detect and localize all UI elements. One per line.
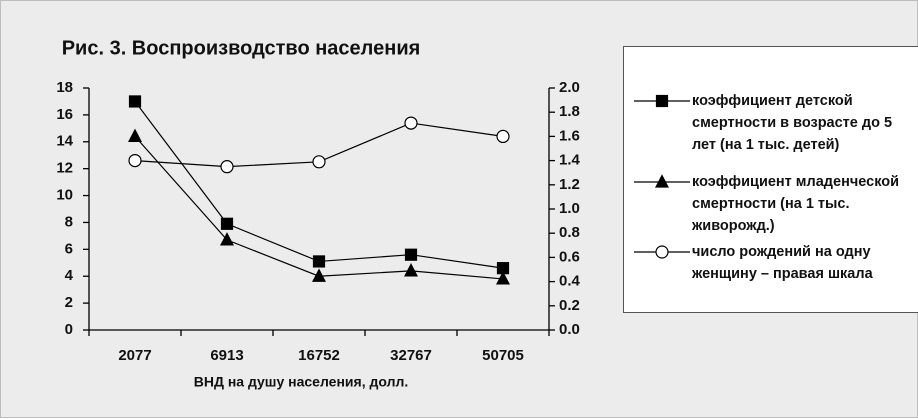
data-point — [220, 232, 234, 246]
data-point — [312, 155, 326, 169]
legend-label: число рождений на одну женщину – правая … — [692, 244, 873, 282]
data-point — [128, 154, 142, 168]
x-tick-label: 32767 — [390, 347, 432, 364]
y-tick-label: 18 — [56, 79, 73, 96]
legend-marker — [655, 174, 669, 188]
data-point — [312, 268, 326, 282]
y-tick-label: 14 — [56, 133, 73, 150]
x-tick-label: 50705 — [482, 347, 524, 364]
data-point — [404, 248, 418, 261]
y2-tick-label: 1.6 — [559, 127, 580, 144]
y-tick-label: 0 — [65, 321, 73, 338]
series-line — [134, 101, 504, 269]
data-point — [128, 128, 142, 142]
y2-tick-label: 0.0 — [559, 321, 580, 338]
y2-tick-label: 0.8 — [559, 224, 580, 241]
legend-icons — [634, 94, 690, 259]
y2-tick-label: 0.2 — [559, 297, 580, 314]
y-tick-label: 16 — [56, 106, 73, 123]
y2-tick-label: 1.0 — [559, 200, 580, 217]
y2-tick-label: 0.6 — [559, 248, 580, 265]
x-axis-label: ВНД на душу населения, долл. — [194, 374, 409, 390]
y-tick-label: 8 — [65, 213, 73, 230]
legend-marker — [655, 245, 669, 259]
y-tick-label: 2 — [65, 294, 73, 311]
data-point — [312, 255, 326, 268]
legend-marker — [655, 94, 669, 108]
y2-tick-label: 1.8 — [559, 103, 580, 120]
y2-tick-label: 2.0 — [559, 79, 580, 96]
chart-title: Рис. 3. Воспроизводство населения — [62, 37, 421, 59]
y-tick-label: 4 — [65, 267, 74, 284]
data-point — [404, 263, 418, 277]
data-point — [404, 116, 418, 130]
x-tick-label: 6913 — [210, 347, 243, 364]
y2-tick-label: 1.2 — [559, 176, 580, 193]
data-point — [496, 271, 510, 285]
x-tick-label: 2077 — [118, 347, 151, 364]
data-point — [220, 217, 234, 230]
data-point — [128, 95, 142, 108]
legend-label: коэффициент младенческой смертности (на … — [692, 174, 900, 234]
y-tick-label: 12 — [56, 160, 73, 177]
y-tick-label: 6 — [65, 240, 73, 257]
legend-label: коэффициент детской смертности в возраст… — [692, 93, 893, 153]
legend: коэффициент детской смертности в возраст… — [623, 46, 918, 313]
x-tick-label: 16752 — [298, 347, 340, 364]
y-tick-label: 10 — [56, 187, 73, 204]
y2-tick-label: 0.4 — [559, 273, 581, 290]
y2-tick-label: 1.4 — [559, 152, 581, 169]
data-point — [496, 129, 510, 143]
data-point — [220, 160, 234, 174]
